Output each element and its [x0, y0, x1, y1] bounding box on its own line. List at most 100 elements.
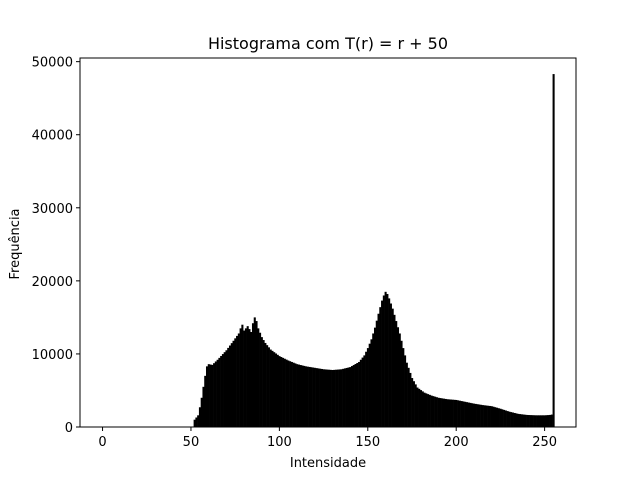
histogram-bar: [529, 415, 532, 427]
histogram-bar: [193, 419, 196, 427]
histogram-bar: [377, 313, 380, 427]
histogram-bar: [428, 394, 431, 427]
histogram-bar: [340, 369, 343, 427]
histogram-bar: [205, 366, 209, 427]
histogram-bar: [478, 404, 481, 427]
histogram-bar: [320, 368, 323, 427]
histogram-bar: [541, 415, 545, 427]
histogram-bar: [296, 364, 299, 427]
histogram-bar: [276, 354, 279, 427]
histogram-bar: [446, 399, 449, 427]
histogram-bar: [465, 402, 468, 427]
histogram-bar: [522, 414, 525, 427]
y-tick-label: 10000: [32, 348, 73, 363]
histogram-bar: [257, 328, 260, 427]
y-tick-label: 30000: [32, 202, 73, 217]
histogram-bar: [518, 414, 522, 427]
histogram-bar: [274, 353, 278, 427]
histogram-bar: [202, 386, 205, 427]
histogram-bar: [455, 399, 458, 427]
histogram-bar: [356, 362, 359, 427]
histogram-bar: [473, 403, 476, 427]
histogram-bar: [361, 357, 364, 427]
histogram-bar: [306, 366, 309, 427]
histogram-bar: [317, 368, 320, 427]
histogram-bar: [200, 397, 203, 427]
histogram-bar: [499, 408, 502, 427]
histogram-bar: [457, 400, 460, 427]
histogram-bar: [373, 327, 377, 427]
histogram-bar: [515, 413, 518, 427]
histogram-bar: [414, 384, 417, 427]
histogram-bar: [333, 369, 336, 427]
histogram-bar: [471, 403, 474, 427]
histogram-bar: [269, 349, 272, 427]
axes: 0 50 100 150 200 250 0 10000 20000 30000 40000 5000…: [32, 56, 577, 450]
histogram-bar: [458, 400, 461, 427]
histogram-bar: [273, 352, 276, 427]
histogram-bar: [290, 361, 293, 427]
histogram-bar: [412, 381, 415, 427]
plot-frame: [79, 57, 577, 428]
histogram-bar: [234, 338, 237, 427]
histogram-bar: [533, 415, 536, 427]
histogram-bar: [439, 398, 442, 427]
histogram-bar: [365, 351, 368, 427]
histogram-bar: [552, 74, 555, 427]
histogram-bar: [218, 357, 221, 427]
histogram-bar: [487, 405, 490, 427]
histogram-bar: [462, 401, 465, 427]
histogram-bar: [297, 364, 301, 427]
histogram-bar: [425, 393, 428, 427]
histogram-bar: [294, 363, 297, 427]
histogram-bar: [395, 321, 398, 427]
histogram-bar: [239, 328, 242, 427]
histogram-bar: [469, 402, 472, 427]
histogram-bar: [550, 414, 553, 427]
histogram-bar: [283, 358, 286, 427]
histogram-bar: [503, 409, 506, 427]
histogram-bar: [495, 407, 499, 427]
y-tick-label: 20000: [32, 275, 73, 290]
histogram-bar: [220, 355, 223, 427]
histogram-bars: [193, 74, 555, 427]
histogram-bar: [531, 415, 534, 427]
histogram-bar: [322, 369, 325, 427]
x-tick-label: 50: [183, 435, 200, 450]
histogram-bar: [386, 294, 389, 427]
histogram-bar: [435, 397, 438, 427]
histogram-bar: [255, 321, 258, 427]
histogram-bar: [483, 405, 486, 427]
histogram-bar: [315, 368, 318, 427]
histogram-bar: [303, 365, 306, 427]
histogram-bar: [345, 367, 348, 427]
histogram-bar: [480, 404, 483, 427]
histogram-bar: [244, 328, 247, 427]
histogram-bar: [211, 364, 214, 427]
histogram-bar: [299, 365, 302, 427]
histogram-bar: [547, 415, 550, 427]
histogram-bar: [319, 368, 322, 427]
histogram-bar: [197, 415, 200, 427]
histogram-bar: [416, 387, 419, 427]
histogram-bar: [214, 361, 217, 427]
histogram-bar: [262, 340, 265, 427]
x-tick-label: 100: [267, 435, 292, 450]
histogram-bar: [407, 367, 410, 427]
histogram-bar: [209, 364, 212, 427]
histogram-bar: [388, 298, 391, 427]
histogram-bar: [195, 417, 198, 427]
histogram-bar: [266, 345, 269, 427]
histogram-bar: [253, 317, 256, 427]
histogram-bar: [506, 411, 509, 427]
histogram-bar: [543, 415, 546, 427]
histogram-bar: [421, 391, 424, 427]
histogram-bar: [213, 363, 216, 427]
histogram-bar: [393, 314, 396, 427]
histogram-bar: [349, 367, 352, 427]
histogram-bar: [402, 348, 405, 427]
histogram-bar: [329, 369, 332, 427]
histogram-bar: [232, 340, 235, 427]
histogram-bar: [476, 404, 479, 427]
